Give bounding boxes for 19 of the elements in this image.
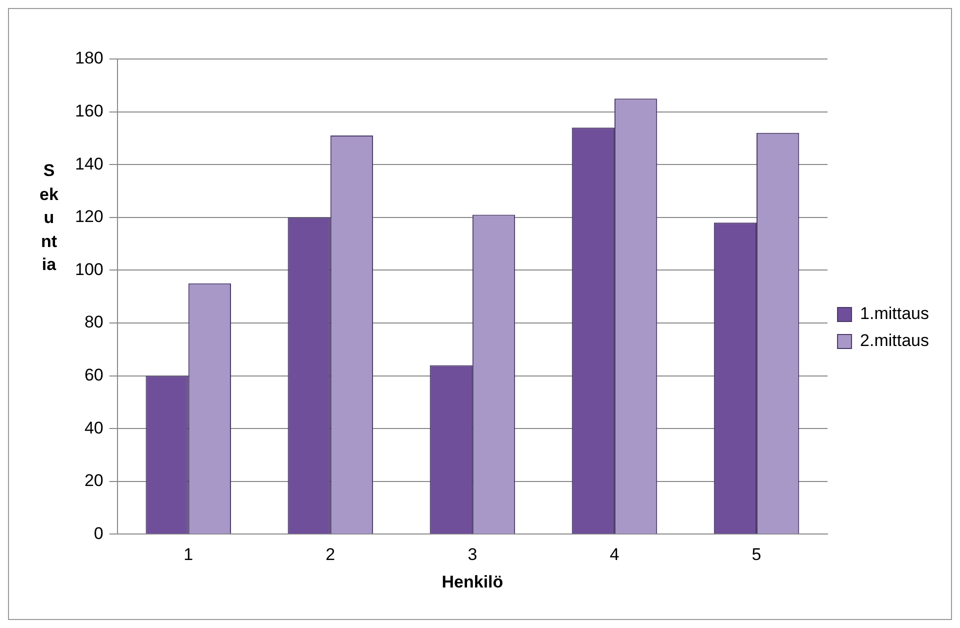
y-tick-label: 0 [94,524,104,543]
y-tick-label: 160 [74,101,104,120]
y-tick-label: 60 [84,365,104,384]
x-tick-label: 4 [610,545,620,564]
x-tick-label: 3 [468,545,478,564]
legend-label: 1.mittaus [860,304,930,324]
y-tick-label: 180 [74,48,104,68]
y-tick-label: 140 [74,154,104,174]
x-tick-label: 2 [326,545,336,564]
y-axis-title: Sekuntia [39,160,59,276]
x-tick-label: 1 [184,545,194,564]
y-tick-label: 40 [84,418,104,438]
x-tick-label: 5 [752,545,762,564]
x-axis-title: Henkilö [442,572,504,592]
legend-label: 2.mittaus [860,331,930,350]
y-tick-label: 20 [84,471,104,490]
y-tick-label: 80 [84,312,104,332]
y-tick-label: 120 [74,207,104,226]
y-tick-label: 100 [74,260,104,279]
